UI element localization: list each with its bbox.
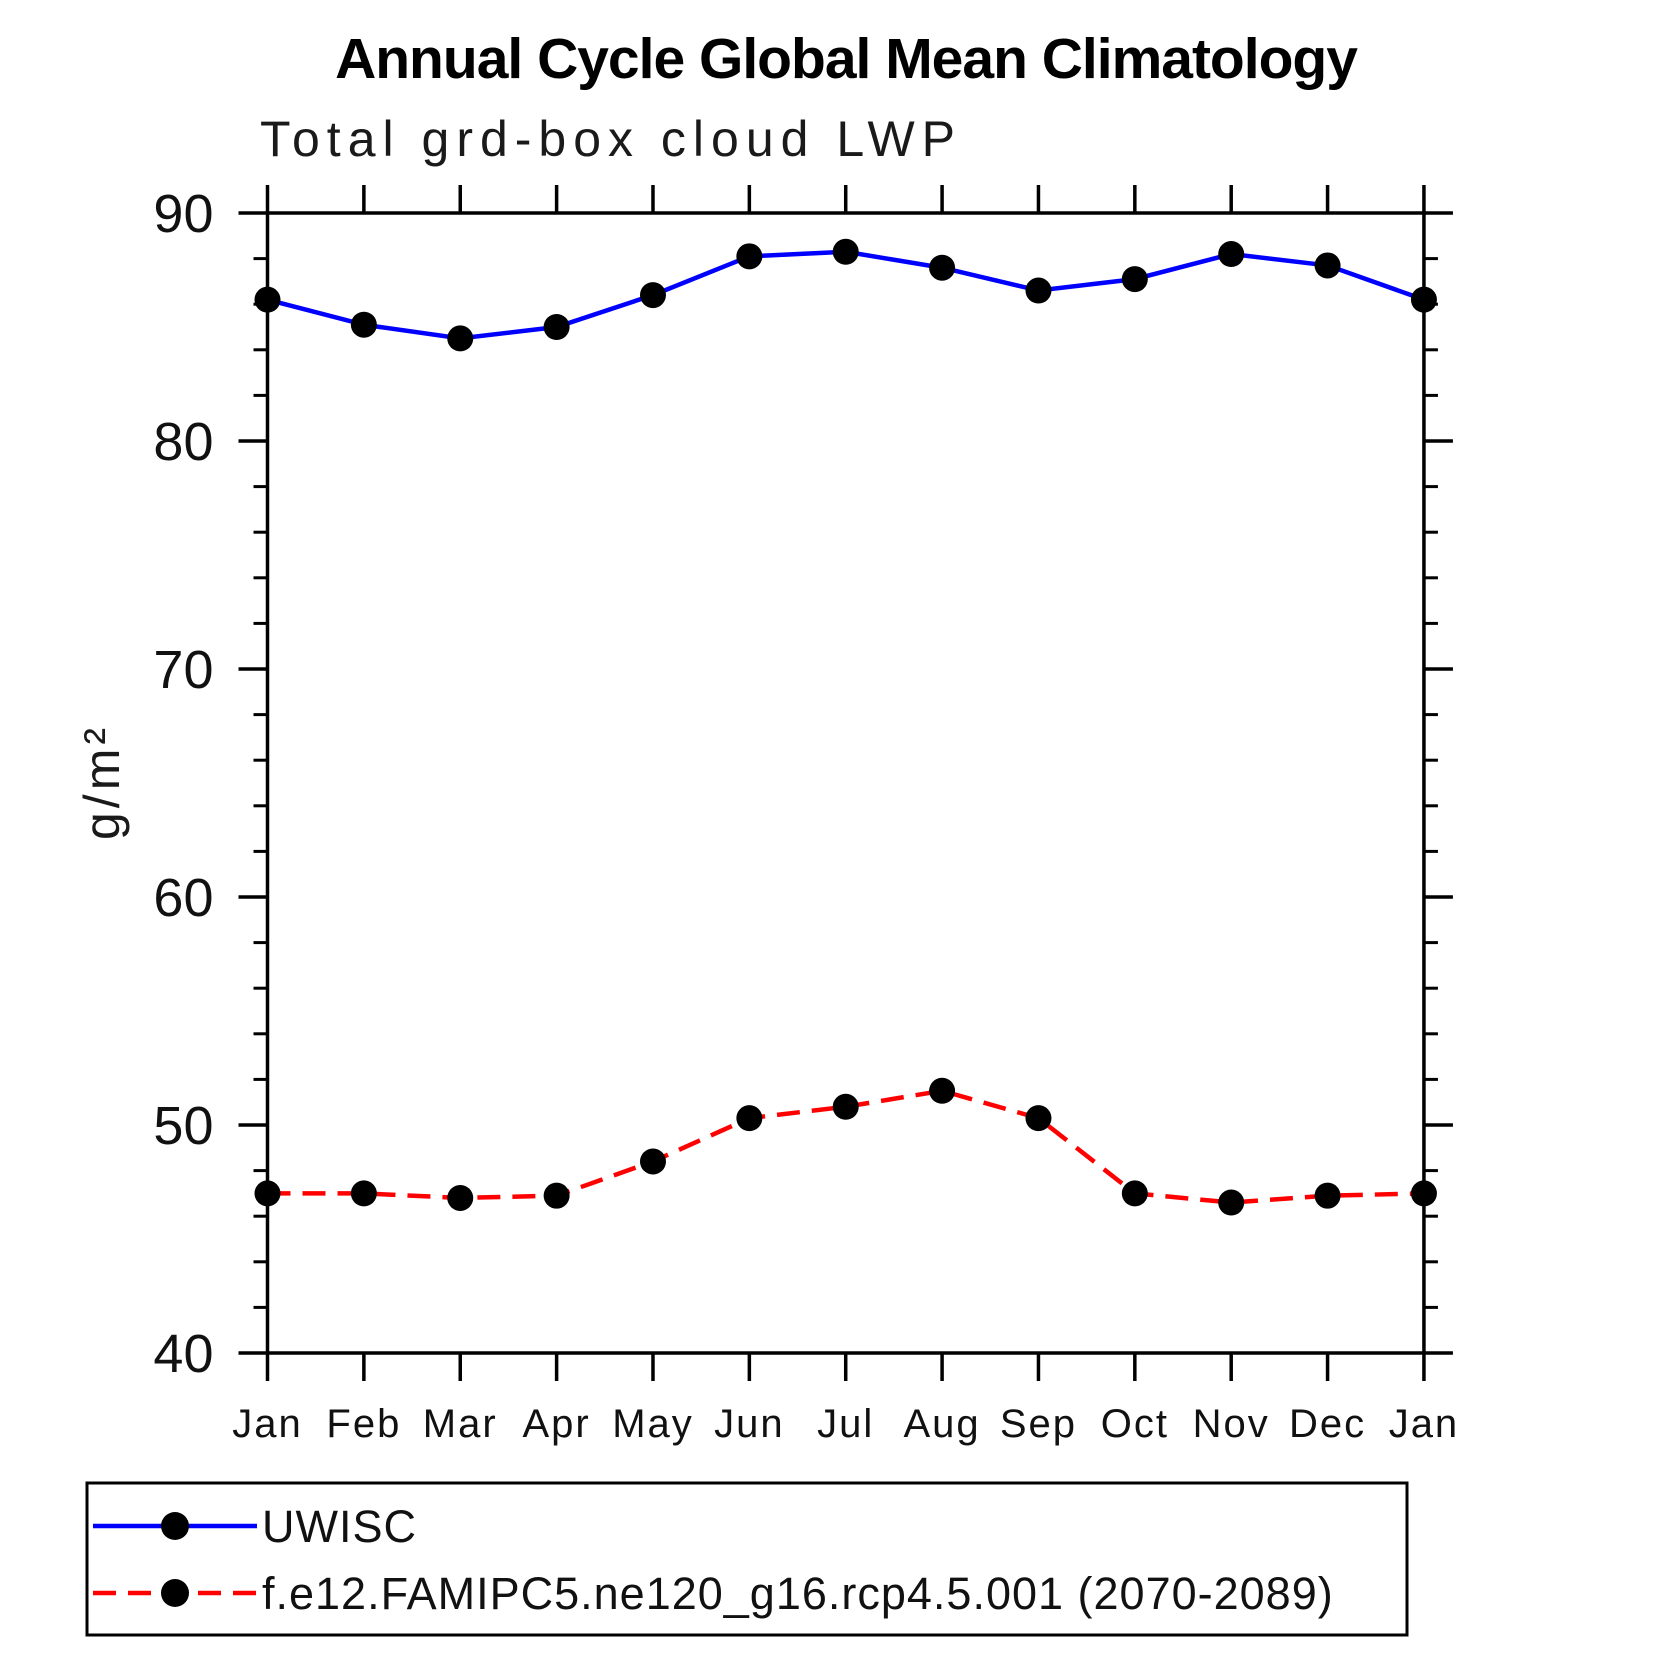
x-tick-label: Apr (522, 1402, 590, 1446)
series-0-marker (736, 243, 763, 270)
plot-frame (265, 211, 1426, 1355)
y-tick-label: 90 (153, 184, 213, 244)
series-1-marker (929, 1077, 956, 1104)
series-0-marker (447, 325, 474, 352)
series-1-marker (1218, 1189, 1245, 1216)
y-tick-label: 60 (153, 868, 213, 928)
x-tick-label: Jun (714, 1402, 785, 1446)
x-tick-label: Sep (1000, 1402, 1077, 1446)
series-1-marker (1025, 1105, 1052, 1132)
legend-box (85, 1481, 1409, 1637)
x-tick-label: Jan (1389, 1402, 1460, 1446)
x-tick-label: Dec (1289, 1402, 1366, 1446)
series-0-marker (254, 286, 281, 313)
series-1-marker (1410, 1180, 1437, 1207)
series-0-marker (1410, 286, 1437, 313)
y-tick-label: 40 (153, 1324, 213, 1384)
x-tick-label: Jul (817, 1402, 874, 1446)
y-tick-label: 80 (153, 412, 213, 472)
x-tick-label: Aug (904, 1402, 981, 1446)
y-tick-label: 50 (153, 1096, 213, 1156)
x-tick-label: Jan (232, 1402, 303, 1446)
series-0-marker (1314, 252, 1341, 279)
legend-label-1: f.e12.FAMIPC5.ne120_g16.rcp4.5.001 (2070… (262, 1568, 1334, 1619)
series-1-marker (1314, 1182, 1341, 1209)
x-tick-label: Nov (1193, 1402, 1270, 1446)
chart-title: Annual Cycle Global Mean Climatology (335, 27, 1358, 91)
series-1-marker (543, 1182, 570, 1209)
series-1-marker (639, 1148, 666, 1175)
x-tick-label: Oct (1101, 1402, 1169, 1446)
series-1-marker (1121, 1180, 1148, 1207)
series-1-marker (736, 1105, 763, 1132)
x-tick-label: May (612, 1402, 694, 1446)
series-1-marker (447, 1184, 474, 1211)
series-1-marker (832, 1093, 859, 1120)
series-0-marker (350, 311, 377, 338)
series-1-marker (254, 1180, 281, 1207)
series-0-marker (1025, 277, 1052, 304)
legend-marker-1 (161, 1579, 189, 1607)
x-tick-label: Feb (326, 1402, 401, 1446)
legend-marker-0 (161, 1512, 189, 1540)
chart-subtitle: Total grd-box cloud LWP (260, 111, 962, 167)
series-0-marker (929, 254, 956, 281)
series-0-marker (832, 238, 859, 265)
y-tick-label: 70 (153, 640, 213, 700)
series-1-marker (350, 1180, 377, 1207)
series-0-marker (639, 282, 666, 309)
series-0-marker (543, 314, 570, 340)
series-0-marker (1218, 241, 1245, 268)
x-tick-label: Mar (423, 1402, 498, 1446)
series-0-marker (1121, 266, 1148, 293)
legend-label-0: UWISC (262, 1501, 417, 1552)
